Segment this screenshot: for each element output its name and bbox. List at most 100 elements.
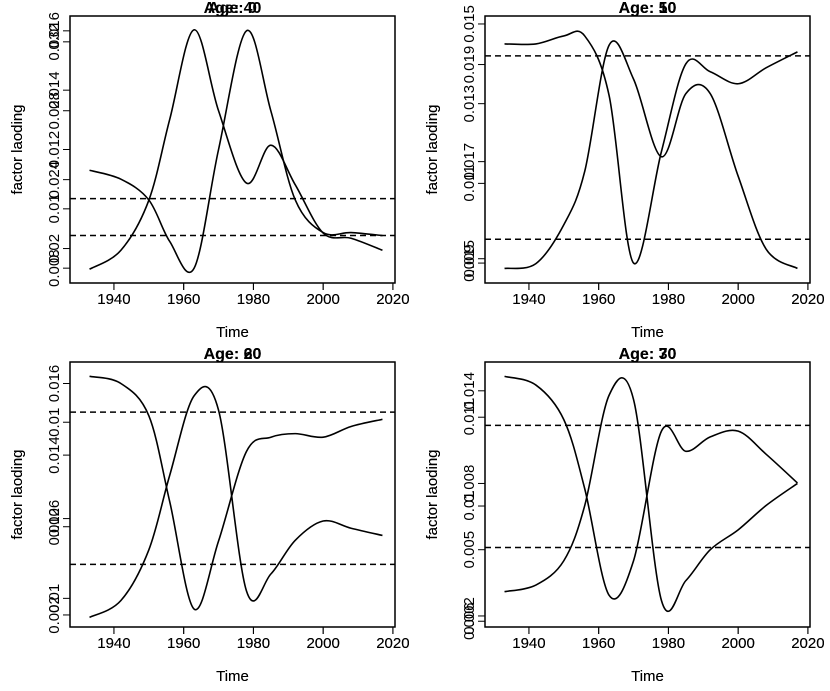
y-tick-label: 0.014 [461, 372, 478, 410]
x-tick-label: 1980 [237, 635, 270, 652]
y-tick-label: 0.011 [461, 165, 478, 201]
y-tick-label: 0.016 [46, 365, 63, 403]
x-tick-label: 2000 [306, 635, 339, 652]
x-tick-label: 1980 [237, 291, 270, 308]
y-tick-label: 0.028 [46, 92, 63, 130]
y-axis-label: factor laoding [424, 104, 441, 194]
x-tick-label: 2020 [791, 635, 824, 652]
y-tick-label: 0.002 [46, 596, 63, 634]
y-axis-label: factor laoding [424, 449, 441, 539]
x-tick-label: 1960 [582, 635, 615, 652]
y-tick-label: 0.006 [46, 500, 63, 538]
y-tick-label: 0.02 [46, 234, 63, 263]
x-tick-label: 2020 [791, 635, 824, 652]
x-tick-label: 2020 [376, 291, 409, 308]
panel-title: Age: 0 [208, 0, 257, 17]
panel-title: Age: 60 [204, 346, 262, 363]
plot-frame [484, 15, 811, 284]
x-tick-label: 1980 [652, 291, 685, 308]
x-tick-label: 1960 [582, 291, 615, 308]
x-tick-label: 2020 [791, 291, 824, 308]
x-tick-label: 2000 [721, 291, 754, 308]
y-axis-label: factor laoding [424, 104, 441, 194]
x-tick-label: 1940 [97, 291, 130, 308]
x-tick-label: 1940 [512, 635, 545, 652]
x-tick-label: 1960 [167, 635, 200, 652]
plot-frame [69, 15, 396, 284]
y-tick-label: 0.006 [461, 602, 478, 640]
x-tick-label: 2000 [721, 291, 754, 308]
panel-title: Age: 50 [619, 0, 677, 17]
y-axis-label: factor laoding [424, 449, 441, 539]
y-tick-label: 0.017 [461, 143, 478, 181]
y-tick-label: 0.014 [46, 436, 63, 474]
y-tick-label: 0.013 [461, 85, 478, 123]
x-tick-label: 1980 [652, 635, 685, 652]
x-tick-label: 2000 [721, 635, 754, 652]
plot-frame [69, 15, 396, 284]
y-axis-label: factor laoding [9, 449, 26, 539]
x-tick-label: 1980 [237, 635, 270, 652]
y-tick-label: 0.014 [46, 71, 63, 109]
y-tick-label: 0.002 [461, 597, 478, 635]
panel-title: Age: 70 [619, 346, 677, 363]
y-tick-label: 0.01 [46, 584, 63, 613]
y-tick-label: 0.012 [46, 131, 63, 169]
y-tick-label: 0.009 [461, 244, 478, 282]
x-tick-label: 1940 [512, 635, 545, 652]
x-tick-label: 1960 [167, 635, 200, 652]
x-tick-label: 2000 [306, 635, 339, 652]
x-tick-label: 2020 [376, 635, 409, 652]
y-tick-label: 0.016 [46, 12, 63, 50]
y-tick-label: 0.015 [461, 5, 478, 43]
y-tick-label: 0.008 [461, 465, 478, 503]
panel-title: Age: 20 [204, 346, 262, 363]
y-tick-label: 0.01 [461, 491, 478, 520]
x-tick-label: 1960 [167, 291, 200, 308]
plot-frame [484, 361, 811, 628]
y-tick-label: 0.005 [461, 531, 478, 569]
x-tick-label: 2000 [306, 291, 339, 308]
factor-line [504, 30, 798, 265]
x-tick-label: 1960 [582, 635, 615, 652]
factor-line [89, 375, 383, 611]
x-axis-label: Time [631, 668, 664, 685]
panel-title: Age: 30 [619, 346, 677, 363]
x-tick-label: 2000 [721, 635, 754, 652]
x-tick-label: 1940 [512, 291, 545, 308]
x-tick-label: 1940 [97, 291, 130, 308]
x-tick-label: 2020 [791, 291, 824, 308]
y-tick-label: 0.015 [461, 240, 478, 278]
x-tick-label: 1980 [652, 635, 685, 652]
x-tick-label: 1960 [167, 291, 200, 308]
y-tick-label: 0.008 [46, 249, 63, 287]
x-tick-label: 2020 [376, 291, 409, 308]
x-tick-label: 2000 [306, 291, 339, 308]
x-tick-label: 1980 [237, 291, 270, 308]
x-axis-label: Time [631, 324, 664, 341]
factor-line [89, 28, 383, 270]
factor-line [504, 376, 798, 612]
x-tick-label: 1940 [512, 291, 545, 308]
panel-title: Age: 10 [619, 0, 677, 17]
y-tick-label: 0.01 [46, 408, 63, 437]
factor-line [89, 385, 383, 619]
plot-frame [69, 361, 396, 628]
x-axis-label: Time [216, 668, 249, 685]
x-axis-label: Time [216, 324, 249, 341]
y-axis-label: factor laoding [9, 104, 26, 194]
y-tick-label: 0.012 [46, 508, 63, 546]
y-tick-label: 0.019 [461, 46, 478, 84]
x-axis-label: Time [216, 668, 249, 685]
x-axis-label: Time [216, 324, 249, 341]
x-tick-label: 1960 [582, 291, 615, 308]
x-axis-label: Time [631, 324, 664, 341]
y-axis-label: factor laoding [9, 449, 26, 539]
y-tick-label: 0.024 [46, 161, 63, 199]
y-tick-label: 0.011 [461, 399, 478, 435]
x-tick-label: 2020 [376, 635, 409, 652]
y-tick-label: 0.032 [46, 23, 63, 61]
factor-line [504, 40, 798, 270]
x-tick-label: 1940 [97, 635, 130, 652]
